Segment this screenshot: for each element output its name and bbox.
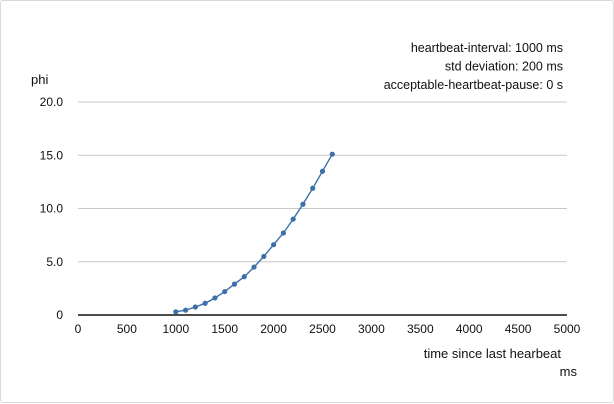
y-tick-labels: 0 5.0 10.0 15.0 20.0 xyxy=(40,95,64,322)
x-tick-label: 2500 xyxy=(309,322,336,336)
x-tick-label: 3500 xyxy=(407,322,434,336)
y-tick-label: 5.0 xyxy=(46,255,63,269)
data-point xyxy=(251,264,257,270)
data-point xyxy=(271,242,277,248)
data-point xyxy=(329,151,335,157)
data-point xyxy=(241,274,247,280)
x-tick-label: 3000 xyxy=(358,322,385,336)
annotation-line: acceptable-heartbeat-pause: 0 s xyxy=(384,78,563,92)
y-tick-label: 0 xyxy=(56,308,63,322)
data-point xyxy=(290,216,296,222)
data-point xyxy=(202,300,208,306)
series xyxy=(173,151,335,315)
x-axis-unit: ms xyxy=(560,364,578,379)
x-tick-label: 0 xyxy=(75,322,82,336)
data-point xyxy=(319,168,326,174)
data-point xyxy=(231,281,238,287)
data-point xyxy=(280,230,286,236)
x-tick-label: 4000 xyxy=(456,322,483,336)
annotation-line: std deviation: 200 ms xyxy=(445,60,563,74)
x-tick-label: 2000 xyxy=(260,322,287,336)
x-tick-label: 4500 xyxy=(505,322,532,336)
data-point xyxy=(192,304,198,310)
grid-lines xyxy=(78,101,567,263)
y-tick-label: 10.0 xyxy=(40,202,64,216)
data-point xyxy=(261,253,267,260)
x-tick-label: 1000 xyxy=(162,322,189,336)
x-tick-labels: 0 500 1000 1500 2000 2500 3000 3500 4000 4500 5000 xyxy=(75,322,581,336)
series-line xyxy=(175,153,333,313)
data-point xyxy=(212,295,218,301)
annotation-line: heartbeat-interval: 1000 ms xyxy=(411,41,563,55)
x-tick-label: 1500 xyxy=(211,322,238,336)
x-axis-label: time since last hearbeat xyxy=(424,346,562,361)
y-tick-label: 20.0 xyxy=(40,95,64,109)
data-point xyxy=(182,307,189,313)
data-point xyxy=(310,185,316,191)
annotations: heartbeat-interval: 1000 ms std deviation… xyxy=(384,41,563,92)
data-point xyxy=(300,201,306,207)
data-point xyxy=(173,309,179,315)
y-axis-label: phi xyxy=(31,72,48,87)
x-tick-label: 5000 xyxy=(554,322,581,336)
data-point xyxy=(222,288,228,295)
x-tick-label: 500 xyxy=(117,322,137,336)
y-tick-label: 15.0 xyxy=(40,148,64,162)
